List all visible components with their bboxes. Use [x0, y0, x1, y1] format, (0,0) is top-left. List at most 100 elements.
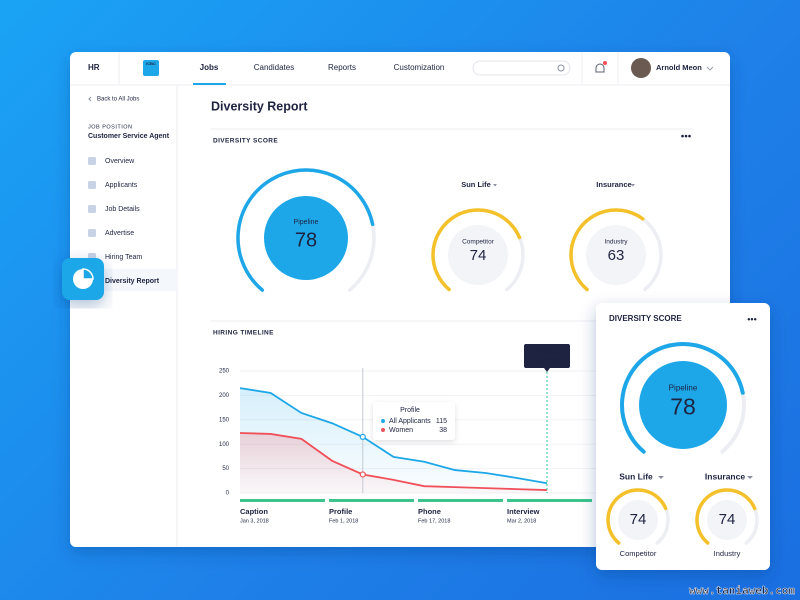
- stage-date: Feb 17, 2018: [418, 518, 450, 524]
- select-caret: [631, 184, 635, 187]
- today-badge: [524, 344, 570, 368]
- avatar[interactable]: [631, 58, 651, 78]
- stage-name: Interview: [507, 507, 540, 516]
- y-tick-label: 0: [226, 491, 230, 497]
- stage-bar: [418, 499, 503, 502]
- company-select[interactable]: Insurance: [705, 471, 745, 481]
- stage-name: Caption: [240, 507, 268, 516]
- card-title: DIVERSITY SCORE: [609, 314, 682, 323]
- nav-tab[interactable]: Candidates: [254, 63, 294, 72]
- series-area: [240, 432, 547, 493]
- notification-dot: [603, 61, 607, 65]
- y-tick-label: 50: [222, 466, 229, 472]
- select-caret: [747, 476, 753, 479]
- gauge-core: [707, 500, 747, 540]
- back-arrow: [88, 96, 92, 102]
- page-title: Diversity Report: [211, 99, 308, 113]
- more-menu[interactable]: •••: [681, 132, 692, 143]
- pie-icon-slice: [82, 268, 94, 280]
- series-line: [239, 387, 548, 485]
- y-tick-label: 250: [219, 369, 230, 375]
- tooltip-title: Profile: [400, 407, 420, 414]
- watermark: www.taniaweb.com: [689, 584, 795, 597]
- company-select[interactable]: Sun Life: [619, 471, 653, 481]
- job-position: Customer Service Agent: [88, 133, 170, 140]
- menu-item[interactable]: Applicants: [105, 182, 138, 189]
- menu-item[interactable]: Hiring Team: [105, 254, 142, 261]
- main-window: [70, 52, 730, 547]
- stage-bar: [240, 499, 325, 502]
- gauge-core: [618, 500, 658, 540]
- back-link[interactable]: Back to All Jobs: [97, 97, 139, 103]
- tooltip-dot: [381, 428, 385, 432]
- today-pointer: [544, 368, 550, 372]
- section-title: HIRING TIMELINE: [213, 330, 274, 337]
- menu-item[interactable]: Diversity Report: [105, 278, 160, 285]
- gauge-label: Industry: [714, 549, 741, 558]
- user-caret[interactable]: [706, 66, 714, 71]
- menu-item[interactable]: Overview: [105, 158, 135, 165]
- gauge-arc: [606, 488, 668, 545]
- menu-icon: [88, 157, 96, 165]
- today-label: Today: [537, 348, 557, 355]
- today-date: Feb 23, 2018: [531, 358, 563, 364]
- gauge-core: [264, 196, 348, 280]
- stage-bar: [329, 499, 414, 502]
- y-tick-label: 150: [219, 417, 230, 423]
- gauge-label: Pipeline: [669, 383, 698, 392]
- stage-date: Mar 2, 2018: [507, 518, 536, 524]
- search-box[interactable]: [472, 60, 571, 76]
- gauge-arc: [695, 488, 757, 545]
- select-caret: [658, 476, 664, 479]
- gauge-value: 74: [470, 247, 487, 264]
- y-tick-label: 200: [219, 393, 230, 399]
- gauge-value: 78: [295, 230, 317, 252]
- brand-text: ICBC: [146, 61, 156, 66]
- hover-point: [359, 433, 366, 440]
- nav-tab[interactable]: Reports: [328, 63, 356, 72]
- logo: HR: [88, 63, 100, 72]
- gauge-core: [586, 225, 646, 285]
- menu-icon: [88, 229, 96, 237]
- tooltip-value: 115: [436, 418, 447, 425]
- stage-name: Profile: [329, 507, 352, 516]
- gauge-label: Competitor: [462, 239, 495, 246]
- hover-point: [359, 471, 366, 478]
- gauge-label: Pipeline: [294, 219, 319, 226]
- menu-icon: [88, 181, 96, 189]
- gauge-arc: [620, 342, 745, 454]
- stage-name: Phone: [418, 507, 441, 516]
- job-position-label: JOB POSITION: [88, 124, 133, 130]
- bell-icon[interactable]: [595, 63, 605, 73]
- gauge-arc: [236, 168, 375, 292]
- menu-icon: [88, 205, 96, 213]
- menu-item[interactable]: Job Details: [105, 206, 140, 213]
- gauge-value: 74: [719, 511, 736, 528]
- gauge-value: 63: [608, 247, 625, 264]
- tooltip-series: All Applicants: [389, 418, 431, 425]
- stage-date: Jan 3, 2018: [240, 518, 269, 524]
- user-name[interactable]: Arnold Meon: [656, 63, 702, 72]
- more-menu[interactable]: •••: [747, 314, 756, 324]
- series-line: [239, 432, 548, 491]
- gauge-value: 74: [630, 511, 647, 528]
- gauge-arc: [431, 208, 522, 292]
- tooltip-series: Women: [389, 427, 413, 434]
- nav-tab[interactable]: Jobs: [200, 63, 219, 72]
- search-icon: [557, 64, 565, 72]
- gauge-label: Competitor: [620, 549, 657, 558]
- company-select[interactable]: Insurance: [596, 180, 631, 189]
- y-tick-label: 100: [219, 442, 230, 448]
- gauge-arc: [569, 208, 645, 292]
- select-caret: [493, 184, 497, 187]
- gauge-value: 78: [670, 394, 696, 420]
- tooltip: [373, 402, 455, 440]
- stage-bar: [507, 499, 592, 502]
- nav-tab[interactable]: Customization: [394, 63, 445, 72]
- gauge-label: Industry: [604, 239, 628, 246]
- menu-item[interactable]: Advertise: [105, 230, 134, 237]
- company-select[interactable]: Sun Life: [461, 180, 491, 189]
- brand-icon: [143, 60, 159, 76]
